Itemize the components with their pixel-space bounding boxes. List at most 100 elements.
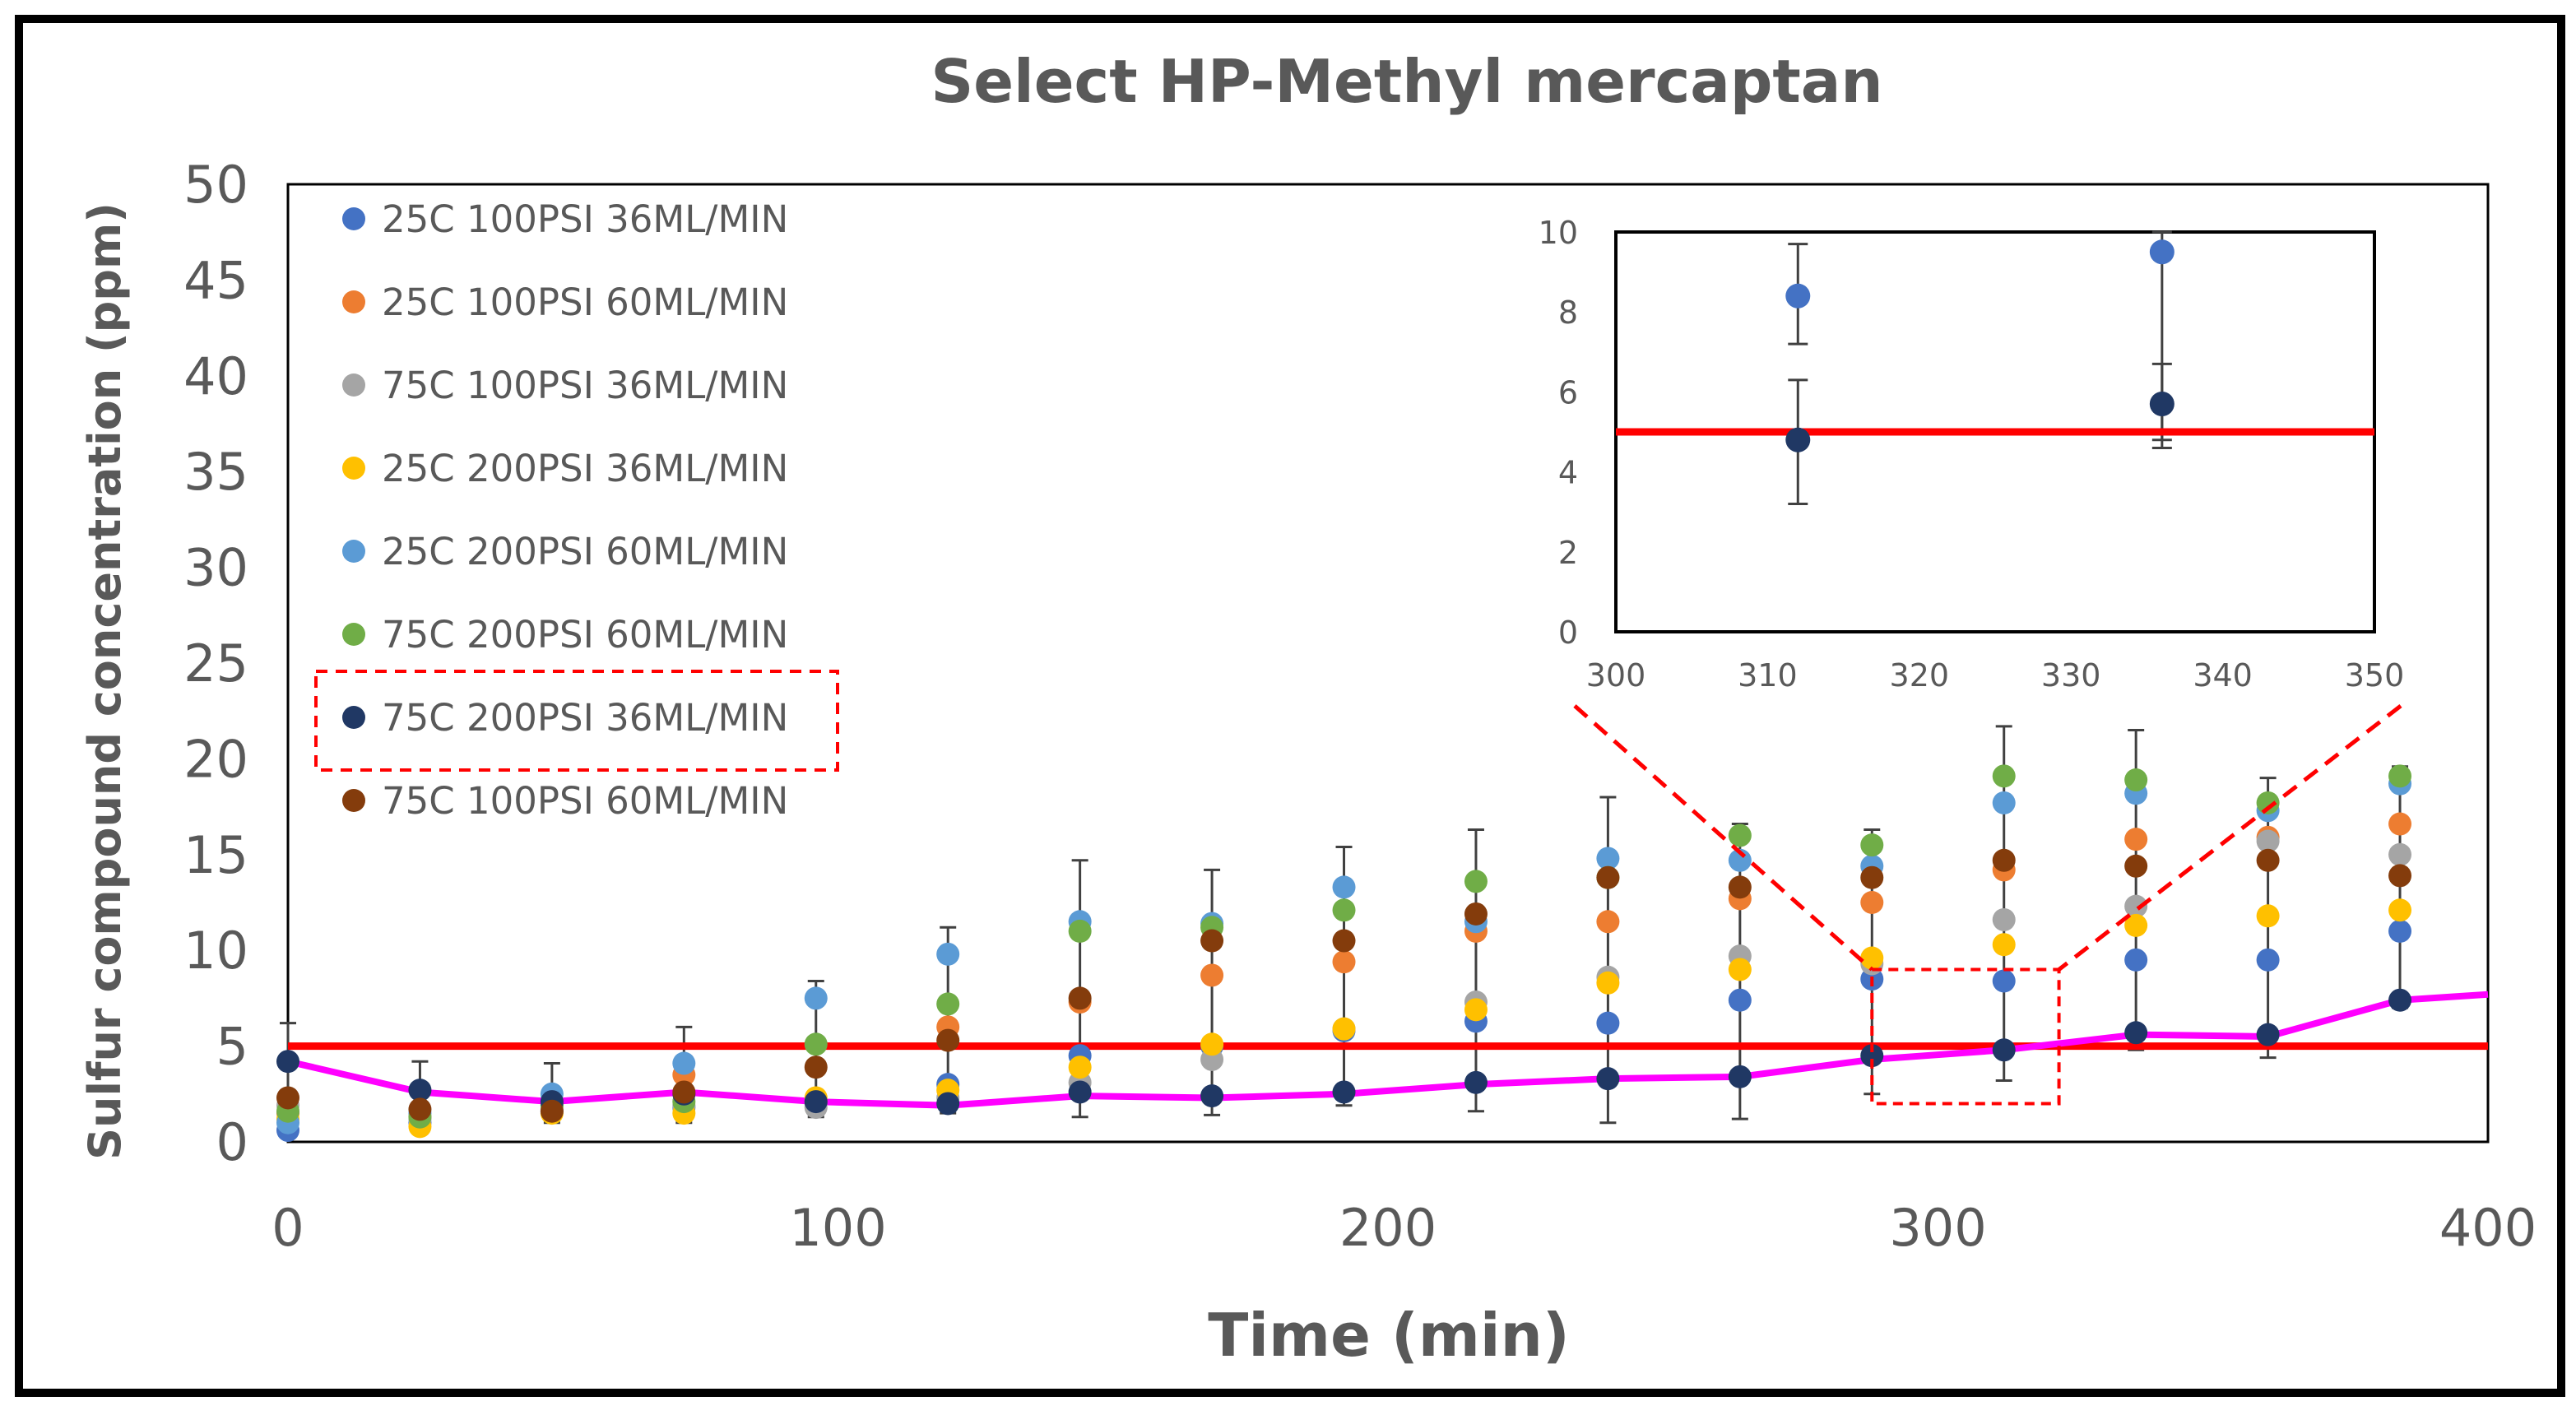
data-point-75c-200psi-60ml-min xyxy=(1992,764,2016,788)
data-point-75c-100psi-60ml-min xyxy=(276,1086,299,1110)
legend-marker xyxy=(342,457,365,480)
y-tick-label: 45 xyxy=(183,250,248,310)
data-point-25c-100psi-36ml-min xyxy=(1728,988,1752,1012)
data-point-25c-100psi-36ml-min xyxy=(1596,1011,1620,1035)
y-tick-label: 5 xyxy=(216,1017,248,1077)
data-point-75c-200psi-60ml-min xyxy=(2124,768,2148,792)
figure-frame: Select HP-Methyl mercaptan Sulfur compou… xyxy=(15,15,2565,1397)
inset-y-tick-label: 10 xyxy=(1539,215,1578,251)
data-point-25c-200psi-36ml-min xyxy=(2256,904,2280,928)
data-point-75c-200psi-36ml-min xyxy=(2388,988,2412,1012)
data-point-75c-200psi-36ml-min xyxy=(1464,1070,1488,1094)
legend: 25C 100PSI 36ML/MIN 25C 100PSI 60ML/MIN 75… xyxy=(314,197,839,823)
data-point-25c-100psi-60ml-min xyxy=(2124,828,2148,851)
data-point-25c-100psi-36ml-min xyxy=(2124,948,2148,972)
data-point-25c-100psi-60ml-min xyxy=(1596,910,1620,934)
data-point-75c-100psi-60ml-min xyxy=(936,1028,960,1052)
data-point-25c-200psi-36ml-min xyxy=(1200,1032,1224,1056)
legend-label: 25C 200PSI 36ML/MIN xyxy=(382,447,788,490)
data-point-75c-200psi-36ml-min xyxy=(1992,1038,2016,1062)
inset-y-tick-label: 2 xyxy=(1558,535,1578,571)
legend-label: 75C 100PSI 60ML/MIN xyxy=(382,779,788,823)
x-tick-label: 0 xyxy=(272,1198,304,1258)
inset-x-tick-label: 340 xyxy=(2193,657,2253,694)
data-point-75c-100psi-60ml-min xyxy=(1200,929,1224,953)
data-point-25c-200psi-60ml-min xyxy=(1596,847,1620,870)
data-point-75c-100psi-60ml-min xyxy=(540,1099,564,1123)
data-point-25c-100psi-60ml-min xyxy=(2388,812,2412,836)
y-tick-label: 50 xyxy=(183,155,248,215)
data-point-75c-200psi-60ml-min xyxy=(2256,791,2280,814)
data-point-25c-200psi-36ml-min xyxy=(1332,1017,1356,1041)
zoom-connector xyxy=(2058,704,2402,972)
data-point-75c-200psi-36ml-min xyxy=(408,1079,432,1102)
inset-x-tick-label: 350 xyxy=(2345,657,2405,694)
data-point-25c-200psi-36ml-min xyxy=(2388,898,2412,922)
data-point-75c-200psi-36ml-min xyxy=(1728,1065,1752,1088)
chart: Select HP-Methyl mercaptan Sulfur compou… xyxy=(79,47,2537,1370)
data-point-25c-200psi-60ml-min xyxy=(1728,848,1752,872)
inset-data-point xyxy=(2149,391,2175,416)
data-point-25c-200psi-60ml-min xyxy=(936,942,960,966)
legend-highlight-box xyxy=(314,670,839,772)
data-point-75c-100psi-36ml-min xyxy=(2124,894,2148,918)
zoom-connector xyxy=(1573,704,1873,972)
data-point-75c-200psi-36ml-min xyxy=(2124,1021,2148,1045)
legend-label: 25C 100PSI 36ML/MIN xyxy=(382,197,788,241)
x-axis-label: Time (min) xyxy=(1208,1301,1570,1370)
inset-x-tick-label: 300 xyxy=(1586,657,1646,694)
inset-y-tick-label: 4 xyxy=(1558,455,1578,491)
data-point-75c-200psi-36ml-min xyxy=(1860,1044,1884,1068)
inset-data-point xyxy=(1785,427,1811,452)
data-point-25c-200psi-36ml-min xyxy=(1860,946,1884,970)
y-tick-label: 30 xyxy=(183,538,248,598)
data-point-25c-100psi-36ml-min xyxy=(2256,948,2280,972)
data-point-25c-200psi-60ml-min xyxy=(1332,875,1356,899)
data-point-75c-200psi-36ml-min xyxy=(2256,1023,2280,1046)
data-point-75c-100psi-60ml-min xyxy=(1464,902,1488,926)
data-point-75c-100psi-60ml-min xyxy=(2124,854,2148,878)
legend-label: 25C 200PSI 60ML/MIN xyxy=(382,530,788,573)
data-point-75c-100psi-60ml-min xyxy=(1860,865,1884,889)
data-point-25c-200psi-36ml-min xyxy=(1068,1055,1092,1079)
data-point-75c-200psi-60ml-min xyxy=(1860,833,1884,857)
data-point-75c-100psi-60ml-min xyxy=(1728,875,1752,899)
data-point-75c-200psi-60ml-min xyxy=(2388,764,2412,788)
inset-x-tick-label: 320 xyxy=(1890,657,1950,694)
data-point-75c-100psi-36ml-min xyxy=(1992,907,2016,931)
data-point-75c-100psi-36ml-min xyxy=(2256,829,2280,853)
legend-label: 75C 100PSI 36ML/MIN xyxy=(382,364,788,407)
y-tick-label: 35 xyxy=(183,442,248,502)
legend-marker xyxy=(342,706,365,729)
y-axis-label: Sulfur compound concentration (ppm) xyxy=(79,202,131,1160)
data-point-75c-200psi-36ml-min xyxy=(1068,1080,1092,1104)
data-point-75c-200psi-36ml-min xyxy=(1332,1080,1356,1104)
plot-border xyxy=(286,183,2490,1144)
data-point-75c-200psi-36ml-min xyxy=(1596,1067,1620,1091)
inset-y-tick-label: 0 xyxy=(1558,615,1578,651)
data-point-25c-100psi-36ml-min xyxy=(1992,969,2016,993)
data-point-75c-100psi-60ml-min xyxy=(1992,848,2016,872)
data-point-75c-200psi-60ml-min xyxy=(804,1032,828,1056)
chart-title: Select HP-Methyl mercaptan xyxy=(931,47,1882,116)
legend-label: 75C 200PSI 60ML/MIN xyxy=(382,613,788,656)
y-tick-label: 0 xyxy=(216,1112,248,1172)
trend-line xyxy=(287,990,2489,1109)
data-point-25c-200psi-60ml-min xyxy=(672,1051,696,1075)
data-point-25c-100psi-60ml-min xyxy=(1332,950,1356,974)
data-point-25c-200psi-36ml-min xyxy=(1464,998,1488,1022)
inset-data-point xyxy=(1785,283,1811,309)
data-point-75c-100psi-60ml-min xyxy=(408,1097,432,1121)
data-point-25c-200psi-60ml-min xyxy=(1992,791,2016,814)
zoom-box xyxy=(1870,967,2061,1106)
data-point-75c-200psi-60ml-min xyxy=(1464,870,1488,893)
data-point-75c-100psi-60ml-min xyxy=(1596,865,1620,889)
data-point-75c-200psi-60ml-min xyxy=(1728,823,1752,847)
data-point-75c-100psi-60ml-min xyxy=(804,1055,828,1079)
legend-label: 75C 200PSI 36ML/MIN xyxy=(382,696,788,740)
data-point-75c-200psi-36ml-min xyxy=(804,1090,828,1114)
data-point-75c-200psi-36ml-min xyxy=(1200,1084,1224,1108)
data-point-25c-100psi-60ml-min xyxy=(1200,963,1224,987)
y-tick-label: 40 xyxy=(183,346,248,406)
inset-y-tick-label: 8 xyxy=(1558,295,1578,331)
